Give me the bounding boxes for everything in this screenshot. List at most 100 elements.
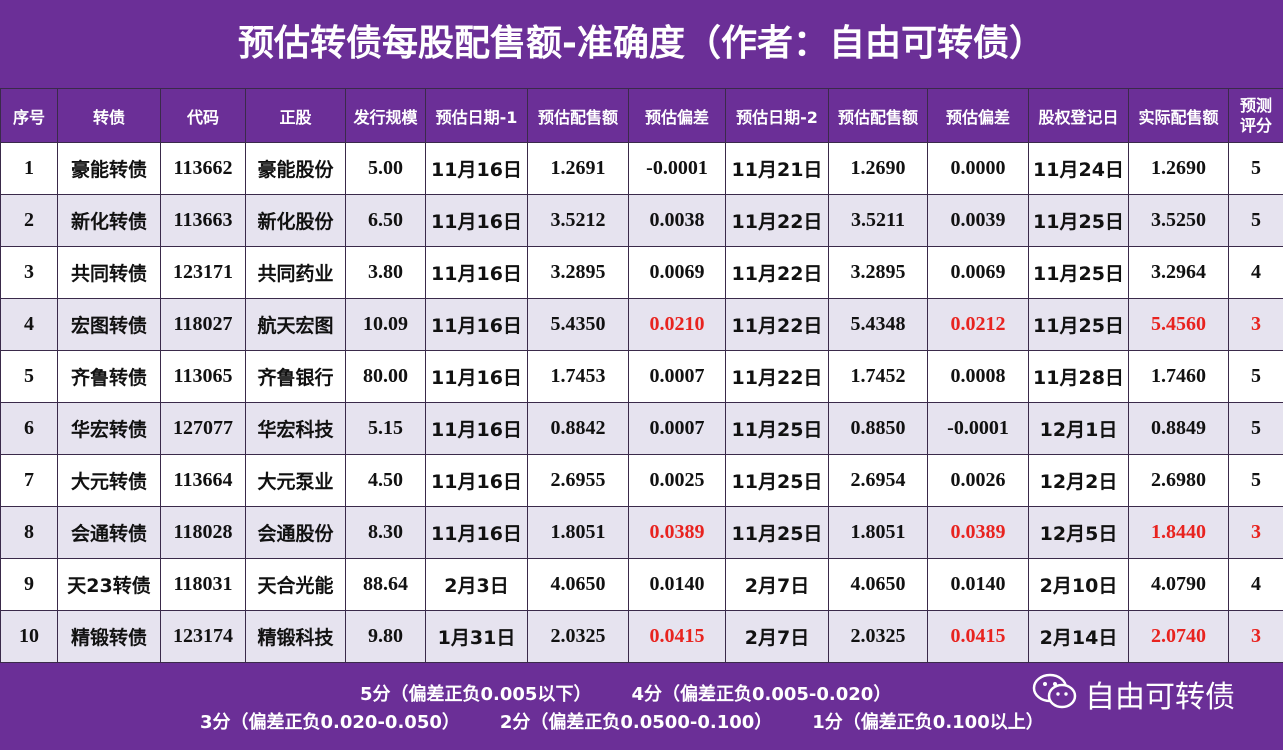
table-cell: 5 — [1228, 454, 1283, 507]
table-cell: 11月25日 — [1028, 298, 1129, 351]
header-cell: 预估偏差 — [927, 88, 1029, 143]
table-cell: 4.50 — [345, 454, 426, 507]
table-cell: 11月25日 — [725, 402, 829, 455]
table-cell: 3.5211 — [828, 194, 928, 247]
table-cell: 1.8440 — [1128, 506, 1229, 559]
table-cell: 11月21日 — [725, 142, 829, 195]
table-row: 10 精锻转债 123174 精锻科技 9.80 1月31日 2.0325 0.0415 2月7… — [0, 610, 1283, 663]
table-cell: 0.0140 — [628, 558, 726, 611]
table-cell: 123171 — [160, 246, 246, 299]
table-cell: 1 — [0, 142, 58, 195]
table-cell: 3.2964 — [1128, 246, 1229, 299]
table-cell: 4.0650 — [828, 558, 928, 611]
table-row: 2 新化转债 113663 新化股份 6.50 11月16日 3.5212 0.0038 11月… — [0, 194, 1283, 247]
header-text: 发行规模 — [353, 107, 418, 127]
table-cell: 5 — [1228, 194, 1283, 247]
table-cell: 5.4350 — [527, 298, 629, 351]
table-cell: 113664 — [160, 454, 246, 507]
header-text: 预测评分 — [1239, 95, 1272, 135]
table-cell: 齐鲁转债 — [57, 350, 161, 403]
table-cell: 5 — [1228, 350, 1283, 403]
table-cell: 3.2895 — [527, 246, 629, 299]
table-cell: 1.7453 — [527, 350, 629, 403]
table-cell: 11月28日 — [1028, 350, 1129, 403]
table-cell: 精锻转债 — [57, 610, 161, 663]
table-cell: 0.0069 — [927, 246, 1029, 299]
table-cell: 127077 — [160, 402, 246, 455]
table-cell: 齐鲁银行 — [245, 350, 346, 403]
table-cell: 华宏转债 — [57, 402, 161, 455]
table-cell: 11月22日 — [725, 194, 829, 247]
table-cell: 5 — [1228, 142, 1283, 195]
header-text: 预估偏差 — [644, 107, 709, 127]
table-cell: 11月25日 — [1028, 246, 1129, 299]
header-cell: 预估配售额 — [527, 88, 629, 143]
table-cell: 9.80 — [345, 610, 426, 663]
header-cell: 实际配售额 — [1128, 88, 1229, 143]
table-cell: 11月16日 — [425, 454, 528, 507]
table-cell: 1.2690 — [828, 142, 928, 195]
table-cell: 3 — [1228, 610, 1283, 663]
table-cell: 11月22日 — [725, 246, 829, 299]
table-cell: 8.30 — [345, 506, 426, 559]
table-cell: 天合光能 — [245, 558, 346, 611]
table-cell: 123174 — [160, 610, 246, 663]
header-cell: 序号 — [0, 88, 58, 143]
table-cell: 0.0415 — [628, 610, 726, 663]
table-cell: 7 — [0, 454, 58, 507]
header-row: 序号 转债 代码 正股 发行规模 预估日期-1 预估配售额 预估偏差 预估日期-2 预估配售额 预估… — [0, 88, 1283, 143]
table-cell: 0.0069 — [628, 246, 726, 299]
table-cell: 0.8850 — [828, 402, 928, 455]
table-cell: 2.6980 — [1128, 454, 1229, 507]
table-row: 3 共同转债 123171 共同药业 3.80 11月16日 3.2895 0.0069 11月… — [0, 246, 1283, 299]
header-text: 预估配售额 — [837, 107, 918, 127]
table-cell: 0.0007 — [628, 350, 726, 403]
table-cell: 12月2日 — [1028, 454, 1129, 507]
watermark: 自由可转债 — [1085, 680, 1235, 715]
table-cell: 5.15 — [345, 402, 426, 455]
table-cell: 4 — [1228, 246, 1283, 299]
table-cell: 11月16日 — [425, 350, 528, 403]
table-cell: 0.0026 — [927, 454, 1029, 507]
header-cell: 转债 — [57, 88, 161, 143]
header-text: 转债 — [92, 107, 125, 127]
table-cell: 5 — [1228, 402, 1283, 455]
table-cell: 118028 — [160, 506, 246, 559]
table-cell: 1.2690 — [1128, 142, 1229, 195]
table-cell: 113663 — [160, 194, 246, 247]
table-cell: 共同药业 — [245, 246, 346, 299]
header-cell: 预估日期-1 — [425, 88, 528, 143]
header-cell: 股权登记日 — [1028, 88, 1129, 143]
table-cell: 10 — [0, 610, 58, 663]
table-cell: 3.80 — [345, 246, 426, 299]
table-cell: 0.0008 — [927, 350, 1029, 403]
header-text: 实际配售额 — [1138, 107, 1219, 127]
table-cell: 0.0389 — [628, 506, 726, 559]
table-cell: 精锻科技 — [245, 610, 346, 663]
table-cell: 2月3日 — [425, 558, 528, 611]
table-cell: 12月1日 — [1028, 402, 1129, 455]
table-cell: 航天宏图 — [245, 298, 346, 351]
table-row: 7 大元转债 113664 大元泵业 4.50 11月16日 2.6955 0.0025 11月… — [0, 454, 1283, 507]
table-cell: 2月10日 — [1028, 558, 1129, 611]
header-text: 正股 — [279, 107, 312, 127]
table-cell: 6.50 — [345, 194, 426, 247]
header-cell: 预测评分 — [1228, 88, 1283, 143]
table-cell: 1月31日 — [425, 610, 528, 663]
footer-line: 5分（偏差正负0.005以下） 4分（偏差正负0.005-0.020） — [340, 680, 911, 706]
table-cell: 4 — [1228, 558, 1283, 611]
table-cell: 11月25日 — [725, 506, 829, 559]
table-cell: 会通转债 — [57, 506, 161, 559]
table-cell: 3 — [1228, 506, 1283, 559]
table-cell: 新化转债 — [57, 194, 161, 247]
table-cell: 1.8051 — [828, 506, 928, 559]
header-text: 序号 — [12, 107, 45, 127]
table-cell: -0.0001 — [927, 402, 1029, 455]
table-row: 5 齐鲁转债 113065 齐鲁银行 80.00 11月16日 1.7453 0.0007 11… — [0, 350, 1283, 403]
table-cell: 11月16日 — [425, 142, 528, 195]
table-cell: 2.6955 — [527, 454, 629, 507]
table-cell: 0.0000 — [927, 142, 1029, 195]
table-cell: 12月5日 — [1028, 506, 1129, 559]
header-text: 预估偏差 — [945, 107, 1010, 127]
